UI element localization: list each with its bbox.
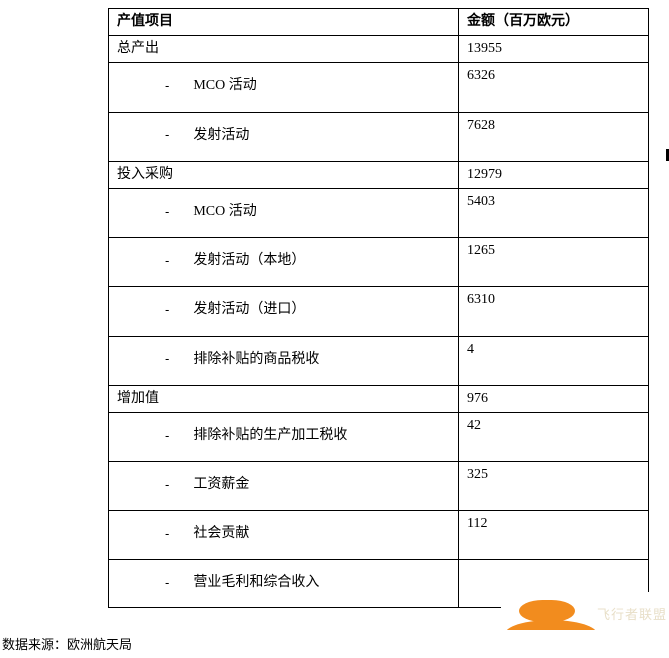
row-label-text: 发射活动（进口） bbox=[193, 301, 305, 319]
row-label: - 排除补贴的商品税收 bbox=[109, 336, 459, 385]
row-label-text: 发射活动（本地） bbox=[193, 252, 305, 270]
bullet-dash-icon: - bbox=[165, 477, 169, 494]
row-label: - 工资薪金 bbox=[109, 462, 459, 511]
value-table-container: 产值项目 金额（百万欧元） 总产出13955 - MCO 活动 6326 - 发射活动 76… bbox=[108, 8, 648, 608]
row-amount: 112 bbox=[459, 511, 649, 560]
bullet-dash-icon: - bbox=[165, 78, 169, 95]
watermark-blob-top bbox=[519, 600, 575, 622]
row-amount: 5403 bbox=[459, 188, 649, 237]
bullet-dash-icon: - bbox=[165, 575, 169, 592]
row-label-text: 社会贡献 bbox=[193, 525, 249, 543]
row-label: 投入采购 bbox=[109, 161, 459, 188]
row-amount: 7628 bbox=[459, 112, 649, 161]
row-label: 增加值 bbox=[109, 385, 459, 412]
row-label: - MCO 活动 bbox=[109, 188, 459, 237]
row-amount: 1265 bbox=[459, 238, 649, 287]
header-col1: 产值项目 bbox=[109, 9, 459, 36]
watermark-text: 飞行者联盟 bbox=[597, 604, 667, 623]
row-label: - 发射活动 bbox=[109, 112, 459, 161]
bullet-dash-icon: - bbox=[165, 127, 169, 144]
row-label-text: 工资薪金 bbox=[193, 476, 249, 494]
watermark-overlay: 飞行者联盟 bbox=[501, 592, 669, 630]
table-row: 投入采购12979 bbox=[109, 161, 649, 188]
row-label: 总产出 bbox=[109, 36, 459, 63]
row-amount: 42 bbox=[459, 412, 649, 461]
row-amount: 4 bbox=[459, 336, 649, 385]
row-label: - 排除补贴的生产加工税收 bbox=[109, 412, 459, 461]
table-row: - 排除补贴的生产加工税收 42 bbox=[109, 412, 649, 461]
bullet-dash-icon: - bbox=[165, 204, 169, 221]
table-row: - 发射活动（本地） 1265 bbox=[109, 238, 649, 287]
bullet-dash-icon: - bbox=[165, 302, 169, 319]
row-label-text: MCO 活动 bbox=[193, 77, 256, 95]
bullet-dash-icon: - bbox=[165, 526, 169, 543]
watermark-blob-bottom bbox=[505, 620, 597, 630]
row-amount: 6310 bbox=[459, 287, 649, 336]
row-label-text: 排除补贴的生产加工税收 bbox=[193, 427, 347, 445]
row-label: - 营业毛利和综合收入 bbox=[109, 560, 459, 607]
row-amount: 12979 bbox=[459, 161, 649, 188]
table-header-row: 产值项目 金额（百万欧元） bbox=[109, 9, 649, 36]
table-row: - 发射活动 7628 bbox=[109, 112, 649, 161]
row-label-text: 营业毛利和综合收入 bbox=[193, 574, 319, 592]
bullet-dash-icon: - bbox=[165, 428, 169, 445]
row-label: - 社会贡献 bbox=[109, 511, 459, 560]
row-amount: 976 bbox=[459, 385, 649, 412]
bullet-dash-icon: - bbox=[165, 253, 169, 270]
table-row: 增加值976 bbox=[109, 385, 649, 412]
table-row: - MCO 活动 5403 bbox=[109, 188, 649, 237]
table-row: 总产出13955 bbox=[109, 36, 649, 63]
data-source-note: 数据来源：欧洲航天局 bbox=[2, 634, 132, 653]
row-amount: 6326 bbox=[459, 63, 649, 112]
row-label-text: MCO 活动 bbox=[193, 203, 256, 221]
row-label-text: 发射活动 bbox=[193, 127, 249, 145]
row-amount: 325 bbox=[459, 462, 649, 511]
row-label: - 发射活动（进口） bbox=[109, 287, 459, 336]
header-col2: 金额（百万欧元） bbox=[459, 9, 649, 36]
row-label: - 发射活动（本地） bbox=[109, 238, 459, 287]
bullet-dash-icon: - bbox=[165, 351, 169, 368]
row-label: - MCO 活动 bbox=[109, 63, 459, 112]
row-label-text: 排除补贴的商品税收 bbox=[193, 351, 319, 369]
table-row: - 发射活动（进口） 6310 bbox=[109, 287, 649, 336]
table-row: - MCO 活动 6326 bbox=[109, 63, 649, 112]
table-row: - 排除补贴的商品税收 4 bbox=[109, 336, 649, 385]
table-row: - 社会贡献 112 bbox=[109, 511, 649, 560]
table-row: - 工资薪金 325 bbox=[109, 462, 649, 511]
row-amount: 13955 bbox=[459, 36, 649, 63]
value-table: 产值项目 金额（百万欧元） 总产出13955 - MCO 活动 6326 - 发射活动 76… bbox=[108, 8, 649, 608]
